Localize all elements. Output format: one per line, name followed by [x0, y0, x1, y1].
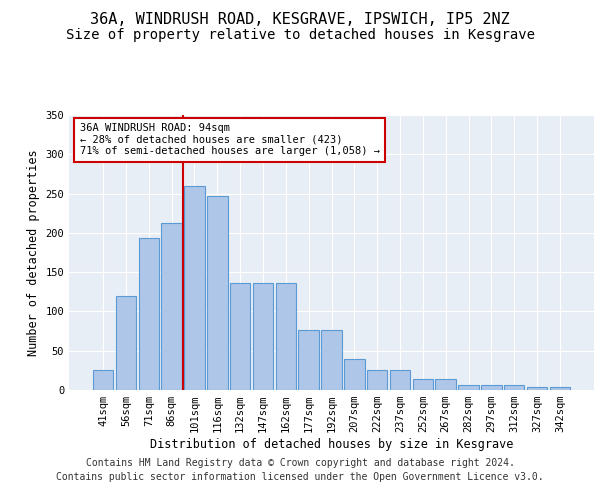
Bar: [275, 283, 296, 390]
Bar: [436, 379, 456, 390]
Bar: [413, 379, 433, 390]
Bar: [321, 330, 342, 390]
Bar: [390, 370, 410, 390]
Bar: [298, 330, 319, 390]
Text: 36A, WINDRUSH ROAD, KESGRAVE, IPSWICH, IP5 2NZ: 36A, WINDRUSH ROAD, KESGRAVE, IPSWICH, I…: [90, 12, 510, 28]
Bar: [481, 386, 502, 390]
Text: Size of property relative to detached houses in Kesgrave: Size of property relative to detached ho…: [65, 28, 535, 42]
Bar: [504, 386, 524, 390]
Bar: [550, 387, 570, 390]
Text: Contains public sector information licensed under the Open Government Licence v3: Contains public sector information licen…: [56, 472, 544, 482]
X-axis label: Distribution of detached houses by size in Kesgrave: Distribution of detached houses by size …: [150, 438, 513, 451]
Bar: [344, 360, 365, 390]
Bar: [230, 283, 250, 390]
Bar: [161, 222, 182, 390]
Bar: [527, 387, 547, 390]
Text: Contains HM Land Registry data © Crown copyright and database right 2024.: Contains HM Land Registry data © Crown c…: [86, 458, 514, 468]
Y-axis label: Number of detached properties: Number of detached properties: [27, 149, 40, 356]
Bar: [116, 296, 136, 390]
Bar: [367, 370, 388, 390]
Bar: [458, 384, 479, 390]
Text: 36A WINDRUSH ROAD: 94sqm
← 28% of detached houses are smaller (423)
71% of semi-: 36A WINDRUSH ROAD: 94sqm ← 28% of detach…: [79, 123, 380, 156]
Bar: [139, 238, 159, 390]
Bar: [253, 283, 273, 390]
Bar: [184, 186, 205, 390]
Bar: [93, 370, 113, 390]
Bar: [207, 196, 227, 390]
